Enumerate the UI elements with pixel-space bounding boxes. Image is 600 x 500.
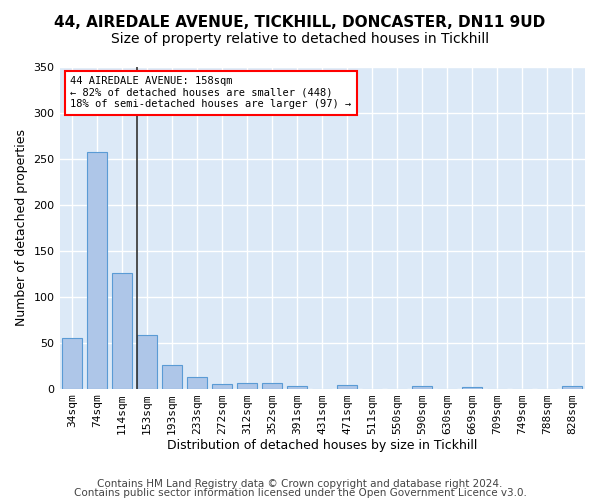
Bar: [187, 376, 207, 388]
Y-axis label: Number of detached properties: Number of detached properties: [15, 129, 28, 326]
Text: Contains HM Land Registry data © Crown copyright and database right 2024.: Contains HM Land Registry data © Crown c…: [97, 479, 503, 489]
Bar: [237, 383, 257, 388]
X-axis label: Distribution of detached houses by size in Tickhill: Distribution of detached houses by size …: [167, 440, 478, 452]
Bar: [262, 383, 282, 388]
Text: 44 AIREDALE AVENUE: 158sqm
← 82% of detached houses are smaller (448)
18% of sem: 44 AIREDALE AVENUE: 158sqm ← 82% of deta…: [70, 76, 352, 110]
Bar: [212, 384, 232, 388]
Bar: [62, 338, 82, 388]
Text: Size of property relative to detached houses in Tickhill: Size of property relative to detached ho…: [111, 32, 489, 46]
Bar: [112, 272, 132, 388]
Bar: [463, 386, 482, 388]
Bar: [137, 335, 157, 388]
Bar: [87, 152, 107, 388]
Bar: [287, 386, 307, 388]
Bar: [562, 386, 583, 388]
Text: Contains public sector information licensed under the Open Government Licence v3: Contains public sector information licen…: [74, 488, 526, 498]
Bar: [337, 385, 358, 388]
Text: 44, AIREDALE AVENUE, TICKHILL, DONCASTER, DN11 9UD: 44, AIREDALE AVENUE, TICKHILL, DONCASTER…: [55, 15, 545, 30]
Bar: [412, 386, 433, 388]
Bar: [162, 364, 182, 388]
